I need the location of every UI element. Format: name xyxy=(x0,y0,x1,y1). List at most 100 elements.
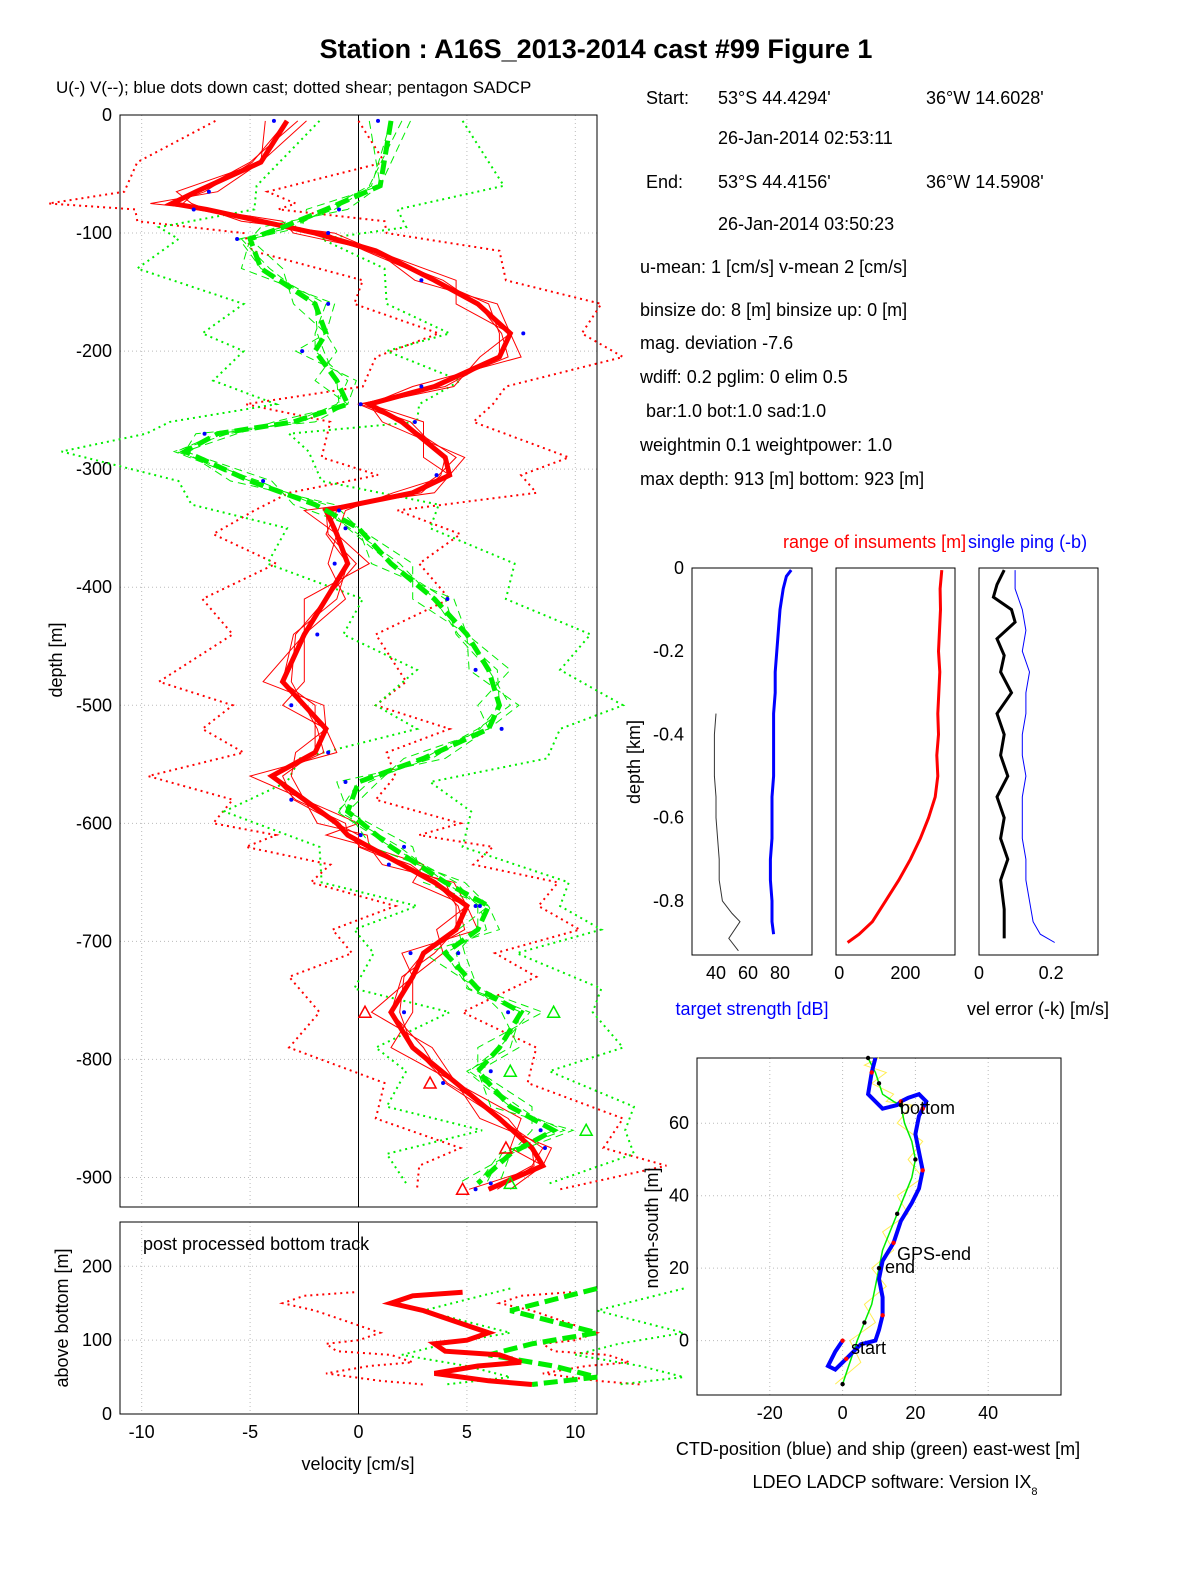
downcast-dot xyxy=(473,1187,478,1192)
plot-frame xyxy=(835,567,956,956)
y-tick-label: 100 xyxy=(82,1330,112,1350)
ship-position-marker xyxy=(865,1055,871,1061)
thin-profile-line xyxy=(184,120,545,1184)
bottom-track-marker xyxy=(578,1122,594,1137)
downcast-dot xyxy=(315,632,320,637)
profile-ylabel: depth [m] xyxy=(46,622,66,697)
downcast-dot xyxy=(289,703,294,708)
ctd-position-marker xyxy=(880,1313,885,1318)
end-label: End: xyxy=(646,172,684,192)
plot-frame xyxy=(691,567,813,956)
bottom-xlabel: velocity [cm/s] xyxy=(301,1454,414,1474)
x-tick-label: 40 xyxy=(706,963,726,983)
x-tick-label: 40 xyxy=(978,1403,998,1423)
start-lat: 53°S 44.4294' xyxy=(718,88,831,108)
downcast-dot xyxy=(289,797,294,802)
y-tick-label: -0.2 xyxy=(653,641,684,661)
velocity-profile-panel: 0 -100 -200 -300 -400 -500 -600 -700 -800 -900 xyxy=(48,105,667,1208)
downcast-dot xyxy=(538,1128,543,1133)
vel-error-line xyxy=(991,569,1017,939)
depth-km-ylabel: depth [km] xyxy=(624,720,644,804)
y-tick-label: -900 xyxy=(76,1167,112,1187)
y-tick-label: 40 xyxy=(669,1186,689,1206)
label-start: start xyxy=(851,1338,886,1358)
downcast-dot xyxy=(326,301,331,306)
ctd-position-marker xyxy=(920,1168,925,1173)
position-panel: -20 0 20 40 0 20 40 60 xyxy=(669,1055,1062,1423)
label-end: end xyxy=(885,1257,915,1277)
x-tick-label: 60 xyxy=(738,963,758,983)
y-tick-label: 20 xyxy=(669,1258,689,1278)
start-lon: 36°W 14.6028' xyxy=(926,88,1044,108)
x-tick-label: -10 xyxy=(129,1422,155,1442)
x-tick-label: -5 xyxy=(242,1422,258,1442)
downcast-dot xyxy=(441,1081,446,1086)
y-tick-label: -300 xyxy=(76,459,112,479)
ctd-position-marker xyxy=(891,1240,896,1246)
downcast-dot xyxy=(206,189,211,194)
u-profile-line xyxy=(163,119,547,1192)
thin-profile-line xyxy=(183,120,575,1184)
shear-envelope xyxy=(286,120,636,1185)
shear-envelope xyxy=(495,1291,641,1386)
downcast-dot xyxy=(343,780,348,785)
weightmin-info: weightmin 0.1 weightpower: 1.0 xyxy=(640,435,893,455)
position-ylabel: north-south [m] xyxy=(642,1167,662,1288)
y-tick-label: 60 xyxy=(669,1113,689,1133)
y-tick-label: 0 xyxy=(674,558,684,578)
ship-position-marker xyxy=(840,1381,845,1387)
downcast-dot xyxy=(202,431,207,436)
downcast-dot xyxy=(506,1010,511,1015)
ship-position-marker xyxy=(862,1320,867,1325)
thin-profile-line xyxy=(170,120,535,1190)
plot-frame xyxy=(978,567,1099,956)
y-tick-label: 0 xyxy=(679,1331,689,1351)
downcast-dot xyxy=(300,349,305,354)
ctd-position-marker xyxy=(920,1106,925,1111)
ctd-position-marker xyxy=(840,1338,845,1343)
weights-info: bar:1.0 bot:1.0 sad:1.0 xyxy=(646,401,827,421)
downcast-dot xyxy=(191,207,196,212)
downcast-dot xyxy=(488,1181,493,1186)
start-time: 26-Jan-2014 02:53:11 xyxy=(718,128,893,148)
thin-profile-line xyxy=(175,120,553,1190)
downcast-dot xyxy=(408,951,413,956)
v-profile-line xyxy=(179,120,559,1186)
bottom-track-marker xyxy=(546,1004,561,1018)
downcast-dot xyxy=(412,419,417,424)
target-strength-upcast-line xyxy=(713,713,741,952)
ctd-position-marker xyxy=(844,1356,849,1361)
y-tick-label: -700 xyxy=(76,931,112,951)
downcast-dot xyxy=(376,118,381,123)
single-ping-line xyxy=(1014,570,1055,943)
downcast-dot xyxy=(358,833,363,838)
downcast-dot xyxy=(343,526,348,531)
u-bottom-line xyxy=(381,1289,533,1387)
label-bottom: bottom xyxy=(900,1098,955,1118)
end-time: 26-Jan-2014 03:50:23 xyxy=(718,214,895,234)
downcast-dot xyxy=(261,478,266,483)
shear-envelope xyxy=(575,1287,684,1386)
x-tick-label: 0 xyxy=(974,963,984,983)
y-tick-label: -200 xyxy=(76,341,112,361)
single-ping-title: single ping (-b) xyxy=(968,532,1087,552)
x-tick-label: -20 xyxy=(757,1403,783,1423)
position-xlabel: CTD-position (blue) and ship (green) eas… xyxy=(676,1439,1080,1459)
x-tick-label: 5 xyxy=(462,1422,472,1442)
downcast-dot xyxy=(488,1069,493,1074)
ship-track xyxy=(841,1057,917,1385)
y-tick-label: -500 xyxy=(76,695,112,715)
bottom-track-marker xyxy=(498,1140,514,1154)
shear-envelope xyxy=(61,120,483,1184)
ship-position-marker xyxy=(876,1081,882,1086)
x-tick-label: 80 xyxy=(770,963,790,983)
y-tick-label: 0 xyxy=(102,1404,112,1424)
binsize-info: binsize do: 8 [m] binsize up: 0 [m] xyxy=(640,300,908,320)
downcast-dot xyxy=(235,236,240,241)
downcast-dot xyxy=(332,561,337,566)
thin-profile-line xyxy=(175,120,555,1184)
y-tick-label: -100 xyxy=(76,223,112,243)
bottom-track-marker xyxy=(455,1181,470,1196)
downcast-dot xyxy=(434,473,439,478)
downcast-dot xyxy=(326,231,331,236)
